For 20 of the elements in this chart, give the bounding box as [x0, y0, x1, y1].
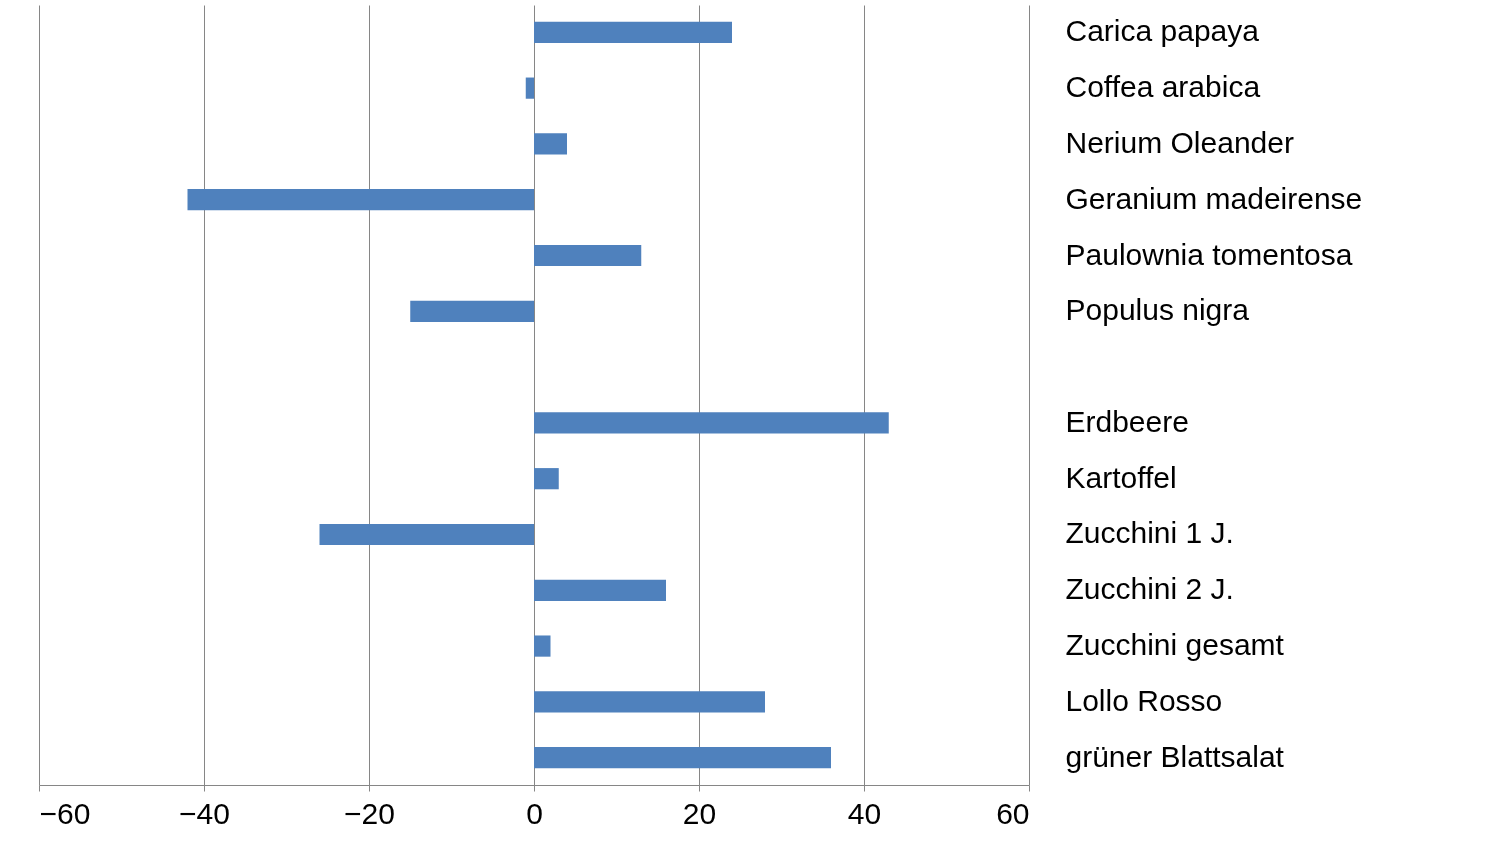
- y-tick-label: Coffea arabica: [1065, 70, 1261, 104]
- y-tick-label: Lollo Rosso: [1065, 683, 1223, 717]
- y-tick-label: Zucchini gesamt: [1065, 628, 1285, 662]
- x-tick-label: 40: [847, 796, 882, 830]
- x-tick-label: 20: [682, 796, 717, 830]
- y-tick-label: Nerium Oleander: [1065, 125, 1294, 159]
- y-tick-label: Carica papaya: [1065, 14, 1260, 48]
- x-tick-label: −20: [344, 796, 395, 830]
- y-tick-label: Paulownia tomentosa: [1065, 237, 1353, 271]
- y-tick-label: grüner Blattsalat: [1065, 739, 1285, 773]
- y-tick-label: Zucchini 2 J.: [1065, 572, 1234, 606]
- y-tick-label: Kartoffel: [1065, 460, 1177, 494]
- x-tick-label: 0: [526, 796, 543, 830]
- y-tick-label: Populus nigra: [1065, 293, 1250, 327]
- y-tick-label: Erdbeere: [1065, 404, 1189, 438]
- y-tick-label: Zucchini 1 J.: [1065, 516, 1234, 550]
- x-tick-label: −60: [39, 796, 91, 830]
- y-tick-label: Geranium madeirense: [1065, 181, 1363, 215]
- x-tick-label: −40: [179, 796, 230, 830]
- x-tick-label: 60: [996, 796, 1030, 830]
